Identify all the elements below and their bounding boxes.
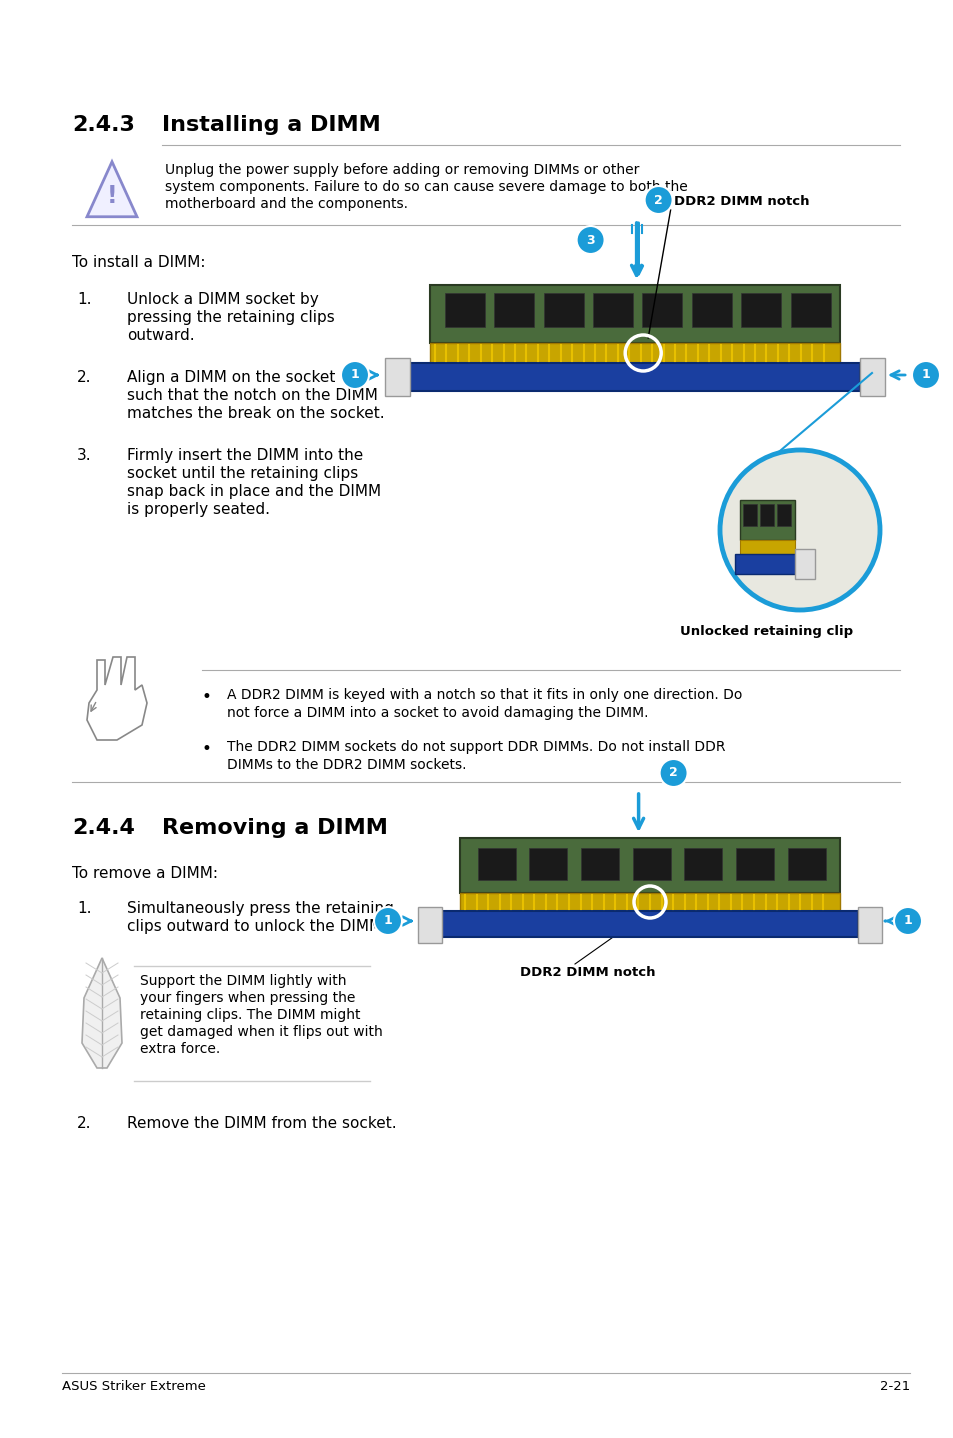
- FancyBboxPatch shape: [444, 293, 484, 326]
- Text: DDR2 DIMM notch: DDR2 DIMM notch: [673, 196, 808, 209]
- Circle shape: [720, 450, 879, 610]
- FancyBboxPatch shape: [859, 358, 884, 395]
- Text: •: •: [202, 741, 212, 758]
- Circle shape: [340, 361, 369, 390]
- Text: Support the DIMM lightly with: Support the DIMM lightly with: [140, 974, 346, 988]
- Text: retaining clips. The DIMM might: retaining clips. The DIMM might: [140, 1008, 360, 1022]
- Text: 2-21: 2-21: [879, 1380, 909, 1393]
- Text: DIMMs to the DDR2 DIMM sockets.: DIMMs to the DDR2 DIMM sockets.: [227, 758, 466, 772]
- Text: Simultaneously press the retaining: Simultaneously press the retaining: [127, 902, 394, 916]
- FancyBboxPatch shape: [494, 293, 534, 326]
- FancyBboxPatch shape: [459, 838, 840, 893]
- Text: is properly seated.: is properly seated.: [127, 502, 270, 518]
- Polygon shape: [87, 657, 147, 741]
- FancyBboxPatch shape: [760, 503, 773, 526]
- Text: Align a DIMM on the socket: Align a DIMM on the socket: [127, 370, 335, 385]
- Text: your fingers when pressing the: your fingers when pressing the: [140, 991, 355, 1005]
- Text: get damaged when it flips out with: get damaged when it flips out with: [140, 1025, 382, 1040]
- Text: 2: 2: [654, 194, 662, 207]
- Text: 1.: 1.: [77, 292, 91, 306]
- Text: system components. Failure to do so can cause severe damage to both the: system components. Failure to do so can …: [165, 180, 687, 194]
- Text: ASUS Striker Extreme: ASUS Striker Extreme: [62, 1380, 206, 1393]
- FancyBboxPatch shape: [641, 293, 681, 326]
- Text: Unlock a DIMM socket by: Unlock a DIMM socket by: [127, 292, 318, 306]
- Text: 3.: 3.: [77, 449, 91, 463]
- Text: 2.4.3: 2.4.3: [71, 115, 134, 135]
- Text: •: •: [202, 687, 212, 706]
- Text: Unplug the power supply before adding or removing DIMMs or other: Unplug the power supply before adding or…: [165, 162, 639, 177]
- FancyBboxPatch shape: [790, 293, 830, 326]
- Text: The DDR2 DIMM sockets do not support DDR DIMMs. Do not install DDR: The DDR2 DIMM sockets do not support DDR…: [227, 741, 724, 754]
- FancyBboxPatch shape: [441, 912, 857, 938]
- Polygon shape: [82, 958, 122, 1068]
- FancyBboxPatch shape: [787, 848, 825, 880]
- FancyBboxPatch shape: [776, 503, 790, 526]
- Text: 1: 1: [902, 915, 911, 928]
- Text: 2.: 2.: [77, 1116, 91, 1132]
- FancyBboxPatch shape: [543, 293, 583, 326]
- Text: motherboard and the components.: motherboard and the components.: [165, 197, 408, 211]
- FancyBboxPatch shape: [740, 541, 794, 554]
- Circle shape: [893, 907, 921, 935]
- FancyBboxPatch shape: [385, 358, 410, 395]
- FancyBboxPatch shape: [593, 293, 633, 326]
- Text: 1.: 1.: [77, 902, 91, 916]
- FancyBboxPatch shape: [683, 848, 721, 880]
- FancyBboxPatch shape: [734, 554, 800, 574]
- Circle shape: [644, 186, 672, 214]
- Text: Remove the DIMM from the socket.: Remove the DIMM from the socket.: [127, 1116, 396, 1132]
- FancyBboxPatch shape: [742, 503, 757, 526]
- Text: clips outward to unlock the DIMM.: clips outward to unlock the DIMM.: [127, 919, 387, 935]
- Text: To remove a DIMM:: To remove a DIMM:: [71, 866, 218, 881]
- Text: extra force.: extra force.: [140, 1043, 220, 1055]
- Text: 2.4.4: 2.4.4: [71, 818, 134, 838]
- Text: 2.: 2.: [77, 370, 91, 385]
- Text: To install a DIMM:: To install a DIMM:: [71, 255, 205, 270]
- Text: Firmly insert the DIMM into the: Firmly insert the DIMM into the: [127, 449, 363, 463]
- FancyBboxPatch shape: [430, 285, 840, 344]
- Circle shape: [374, 907, 401, 935]
- Text: DDR2 DIMM notch: DDR2 DIMM notch: [519, 966, 655, 979]
- FancyBboxPatch shape: [633, 848, 670, 880]
- Circle shape: [659, 759, 687, 787]
- Text: not force a DIMM into a socket to avoid damaging the DIMM.: not force a DIMM into a socket to avoid …: [227, 706, 648, 720]
- Text: 3: 3: [586, 233, 595, 246]
- FancyBboxPatch shape: [691, 293, 731, 326]
- FancyBboxPatch shape: [410, 362, 859, 391]
- FancyBboxPatch shape: [580, 848, 618, 880]
- Text: socket until the retaining clips: socket until the retaining clips: [127, 466, 358, 480]
- Text: Removing a DIMM: Removing a DIMM: [162, 818, 388, 838]
- Text: Unlocked retaining clip: Unlocked retaining clip: [679, 626, 852, 638]
- Text: 1: 1: [383, 915, 392, 928]
- FancyBboxPatch shape: [477, 848, 516, 880]
- FancyBboxPatch shape: [735, 848, 773, 880]
- FancyBboxPatch shape: [529, 848, 566, 880]
- Polygon shape: [87, 161, 137, 217]
- Circle shape: [911, 361, 939, 390]
- FancyBboxPatch shape: [740, 293, 781, 326]
- Text: such that the notch on the DIMM: such that the notch on the DIMM: [127, 388, 377, 403]
- FancyBboxPatch shape: [794, 549, 814, 580]
- FancyBboxPatch shape: [430, 344, 840, 362]
- FancyBboxPatch shape: [740, 500, 794, 541]
- Text: 2: 2: [668, 766, 678, 779]
- Text: outward.: outward.: [127, 328, 194, 344]
- Text: pressing the retaining clips: pressing the retaining clips: [127, 311, 335, 325]
- Text: matches the break on the socket.: matches the break on the socket.: [127, 406, 384, 421]
- Text: 1: 1: [351, 368, 359, 381]
- Text: Installing a DIMM: Installing a DIMM: [162, 115, 380, 135]
- Circle shape: [576, 226, 604, 255]
- FancyBboxPatch shape: [857, 907, 882, 943]
- FancyBboxPatch shape: [459, 893, 840, 912]
- Text: !: !: [107, 184, 117, 209]
- Text: A DDR2 DIMM is keyed with a notch so that it fits in only one direction. Do: A DDR2 DIMM is keyed with a notch so tha…: [227, 687, 741, 702]
- FancyBboxPatch shape: [417, 907, 441, 943]
- Text: snap back in place and the DIMM: snap back in place and the DIMM: [127, 485, 381, 499]
- Text: 1: 1: [921, 368, 929, 381]
